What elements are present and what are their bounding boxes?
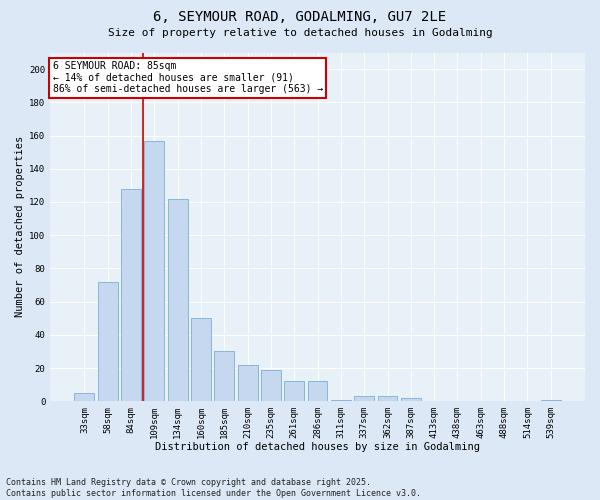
Bar: [284, 382, 304, 401]
Bar: [191, 318, 211, 401]
Bar: [214, 352, 234, 401]
Bar: [168, 198, 188, 401]
Bar: [145, 140, 164, 401]
Text: 6, SEYMOUR ROAD, GODALMING, GU7 2LE: 6, SEYMOUR ROAD, GODALMING, GU7 2LE: [154, 10, 446, 24]
Bar: [261, 370, 281, 401]
X-axis label: Distribution of detached houses by size in Godalming: Distribution of detached houses by size …: [155, 442, 480, 452]
Bar: [541, 400, 560, 401]
Bar: [355, 396, 374, 401]
Bar: [238, 364, 257, 401]
Bar: [121, 188, 141, 401]
Bar: [401, 398, 421, 401]
Bar: [74, 393, 94, 401]
Text: Size of property relative to detached houses in Godalming: Size of property relative to detached ho…: [107, 28, 493, 38]
Y-axis label: Number of detached properties: Number of detached properties: [15, 136, 25, 318]
Bar: [331, 400, 351, 401]
Text: Contains HM Land Registry data © Crown copyright and database right 2025.
Contai: Contains HM Land Registry data © Crown c…: [6, 478, 421, 498]
Bar: [308, 382, 328, 401]
Bar: [98, 282, 118, 401]
Bar: [377, 396, 397, 401]
Text: 6 SEYMOUR ROAD: 85sqm
← 14% of detached houses are smaller (91)
86% of semi-deta: 6 SEYMOUR ROAD: 85sqm ← 14% of detached …: [53, 61, 323, 94]
